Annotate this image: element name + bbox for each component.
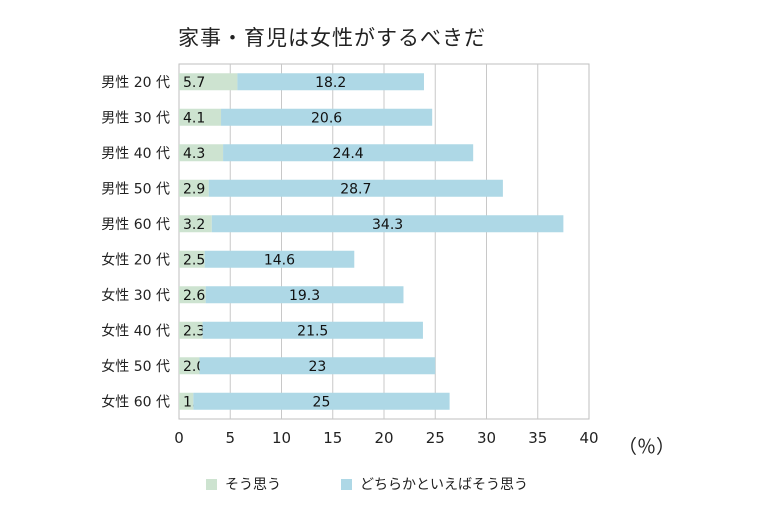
bar-somewhat-agree [221, 108, 433, 126]
x-tick-label: 5 [225, 429, 235, 447]
y-tick-label: 男性 30 代 [101, 110, 170, 126]
bar-somewhat-agree [223, 144, 474, 162]
bar-agree [179, 286, 206, 304]
x-tick-label: 0 [174, 429, 184, 447]
data-label-agree: 4.1 [183, 110, 205, 126]
bar-agree [179, 250, 205, 268]
y-tick-label: 男性 20 代 [101, 75, 170, 91]
data-label-somewhat-agree: 21.5 [297, 323, 328, 339]
bar-agree [179, 357, 200, 375]
bar-somewhat-agree [202, 321, 423, 339]
data-label-somewhat-agree: 28.7 [340, 181, 371, 197]
data-label-somewhat-agree: 34.3 [372, 217, 403, 233]
y-tick-label: 女性 60 代 [101, 393, 170, 410]
bar-somewhat-agree [204, 250, 355, 268]
data-label-agree: 2.3 [183, 323, 205, 339]
bar-agree [179, 144, 224, 162]
bar-agree [179, 73, 238, 91]
x-tick-label: 30 [477, 429, 496, 447]
bar-agree [179, 179, 209, 197]
chart-title: 家事・育児は女性がするべきだ [178, 26, 486, 50]
data-label-somewhat-agree: 25 [313, 394, 331, 410]
y-tick-label: 男性 60 代 [101, 217, 170, 233]
legend-item-somewhat-agree: どちらかといえばそう思う [341, 474, 528, 494]
legend-label-agree: そう思う [225, 477, 281, 493]
bar-somewhat-agree [208, 179, 503, 197]
y-tick-label: 男性 40 代 [101, 146, 170, 162]
y-tick-label: 女性 20 代 [101, 251, 170, 268]
data-label-somewhat-agree: 23 [308, 359, 326, 375]
data-label-somewhat-agree: 24.4 [333, 146, 364, 162]
bar-somewhat-agree [193, 392, 450, 410]
bar-agree [179, 392, 194, 410]
x-tick-label: 35 [528, 429, 547, 447]
legend-label-somewhat-agree: どちらかといえばそう思う [360, 477, 528, 493]
bar-somewhat-agree [199, 357, 436, 375]
x-tick-label: 40 [579, 429, 598, 447]
legend-swatch-agree [206, 478, 217, 490]
bar-agree [179, 215, 212, 233]
data-label-agree: 4.3 [183, 146, 205, 162]
y-tick-label: 女性 50 代 [101, 358, 170, 375]
x-unit-label: （％） [618, 436, 676, 458]
bar-agree [179, 321, 203, 339]
bar-agree [179, 108, 222, 126]
x-tick-label: 25 [426, 429, 445, 447]
legend-swatch-somewhat-agree [341, 478, 352, 490]
data-label-somewhat-agree: 14.6 [264, 252, 295, 268]
x-tick-label: 15 [323, 429, 342, 447]
y-tick-label: 男性 50 代 [101, 181, 170, 197]
data-label-agree: 2.9 [183, 181, 205, 197]
y-tick-label: 女性 40 代 [101, 322, 170, 339]
data-label-agree: 5.7 [183, 75, 205, 91]
x-tick-label: 10 [272, 429, 291, 447]
data-label-somewhat-agree: 20.6 [311, 110, 342, 126]
bar-somewhat-agree [205, 286, 404, 304]
bar-somewhat-agree [237, 73, 424, 91]
legend-item-agree: そう思う [206, 474, 281, 494]
y-tick-label: 女性 30 代 [101, 287, 170, 304]
bar-somewhat-agree [211, 215, 564, 233]
x-tick-label: 20 [374, 429, 393, 447]
data-label-agree: 2.5 [183, 252, 205, 268]
data-label-somewhat-agree: 18.2 [315, 75, 346, 91]
data-label-agree: 3.2 [183, 217, 205, 233]
data-label-somewhat-agree: 19.3 [289, 288, 320, 304]
data-label-agree: 2.6 [183, 288, 205, 304]
